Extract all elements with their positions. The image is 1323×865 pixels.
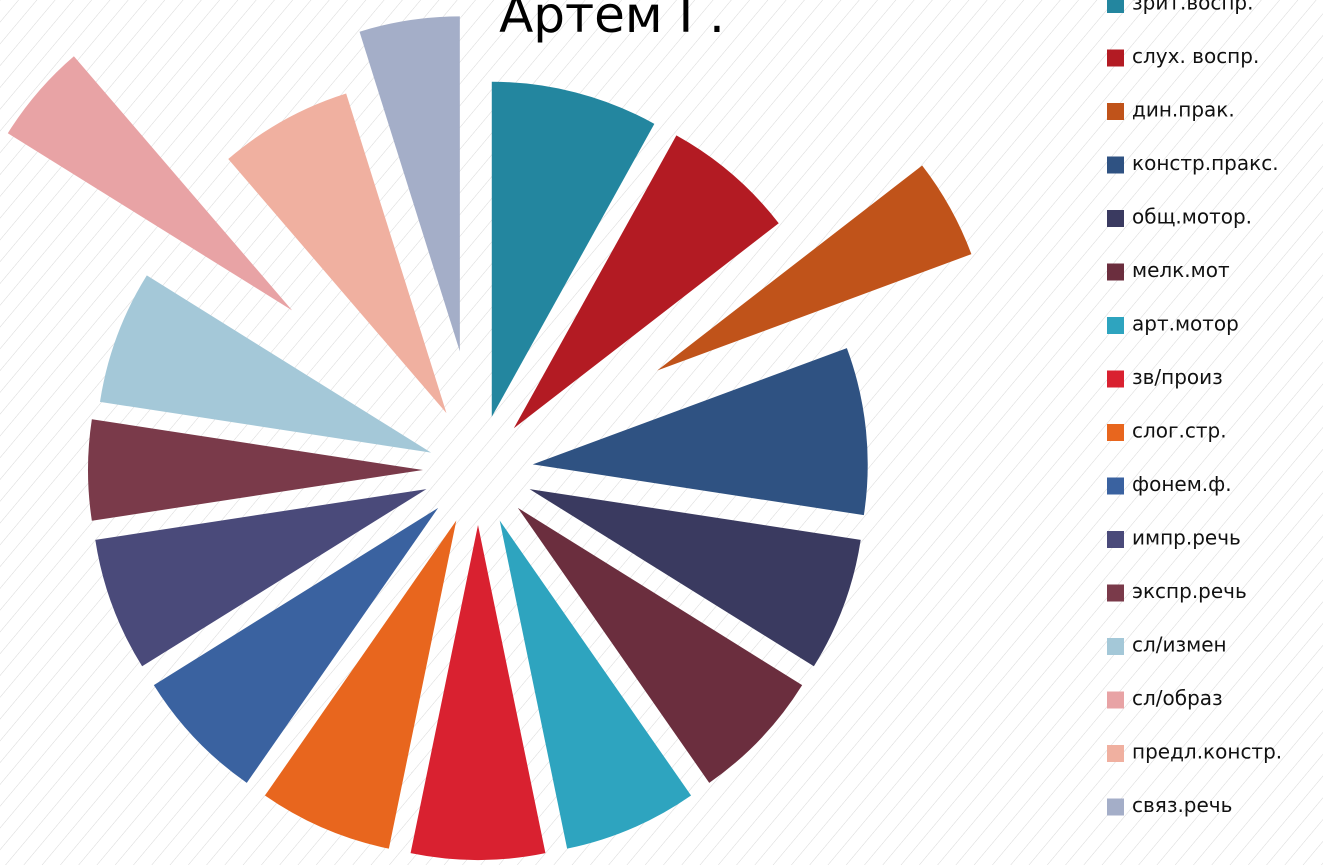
legend-swatch <box>1107 156 1124 174</box>
pie-slice <box>99 275 432 453</box>
pie-slice <box>95 489 427 667</box>
pie-slice <box>657 165 972 371</box>
legend-label: мелк.мот <box>1132 258 1230 282</box>
legend-label: слух. воспр. <box>1132 44 1259 68</box>
legend-label: предл.констр. <box>1132 740 1282 764</box>
pie-slice <box>410 525 546 861</box>
legend-swatch <box>1107 477 1124 495</box>
legend-swatch <box>1107 263 1124 281</box>
legend-swatch <box>1107 317 1124 334</box>
legend-swatch <box>1107 210 1124 227</box>
legend-label: дин.прак. <box>1132 98 1235 122</box>
legend-swatch <box>1107 424 1124 441</box>
pie-slice <box>264 520 457 849</box>
pie-slice <box>532 348 868 516</box>
pie-slice <box>513 135 779 429</box>
legend-label: импр.речь <box>1132 526 1241 550</box>
pie-slice <box>499 520 692 849</box>
legend-swatch <box>1107 531 1124 548</box>
legend-swatch <box>1107 49 1124 67</box>
legend-swatch <box>1107 0 1124 13</box>
pie-slice <box>359 16 460 352</box>
legend-swatch <box>1107 584 1124 602</box>
pie-slice <box>228 93 447 414</box>
pie-slice <box>517 507 803 783</box>
pie-slice <box>491 81 655 417</box>
legend-label: сл/измен <box>1132 633 1227 657</box>
legend-swatch <box>1107 638 1124 655</box>
pie-slice <box>7 56 293 311</box>
legend-label: общ.мотор. <box>1132 205 1252 229</box>
legend-label: арт.мотор <box>1132 312 1239 336</box>
legend-swatch <box>1107 745 1124 762</box>
legend-label: связ.речь <box>1132 793 1232 817</box>
legend-label: сл/образ <box>1132 686 1223 710</box>
legend-swatch <box>1107 691 1124 709</box>
legend-label: зрит.воспр. <box>1132 0 1253 15</box>
pie-slice <box>88 419 424 521</box>
chart-title: Артем Г. <box>499 0 725 44</box>
legend-swatch <box>1107 798 1124 816</box>
legend-swatch <box>1107 103 1124 120</box>
legend-label: фонем.ф. <box>1132 472 1232 496</box>
pie-slice <box>153 507 439 783</box>
legend-label: экспр.речь <box>1132 579 1247 603</box>
pie-slice <box>529 489 861 667</box>
legend-label: констр.пракс. <box>1132 151 1279 175</box>
legend-swatch <box>1107 370 1124 388</box>
legend-label: слог.стр. <box>1132 419 1227 443</box>
legend-label: зв/произ <box>1132 365 1223 389</box>
